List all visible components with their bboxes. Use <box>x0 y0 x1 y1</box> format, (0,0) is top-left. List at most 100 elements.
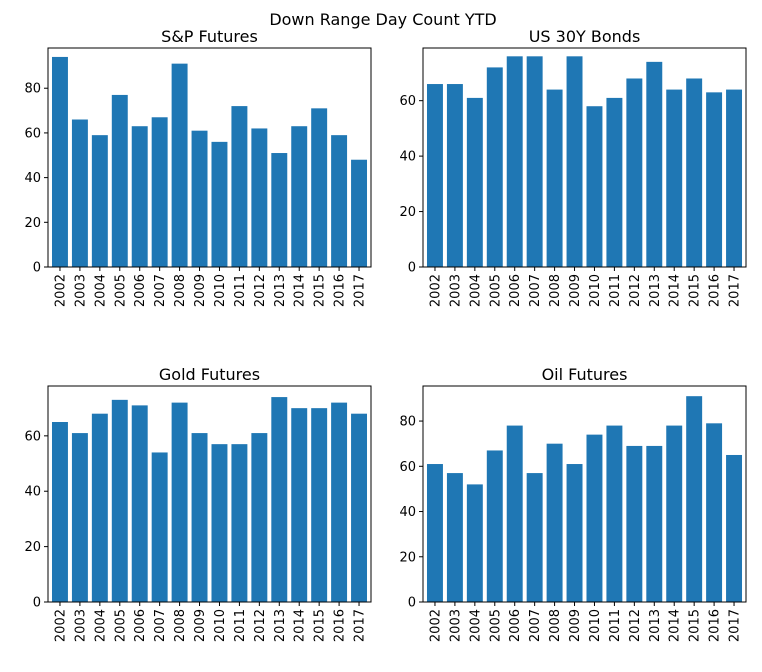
sp-futures-xtick-label: 2007 <box>153 274 168 307</box>
sp-futures-ytick-label: 40 <box>24 171 41 186</box>
gold-futures-bar-2016 <box>331 402 348 602</box>
us-30y-bonds-xtick-label: 2008 <box>548 274 563 307</box>
sp-futures-bar-2012 <box>251 128 268 267</box>
us-30y-bonds-chart: 0 20 40 60 2002 2003 2004 2005 2006 2007 2008 2009 2… <box>399 27 747 307</box>
gold-futures-xtick-label: 2005 <box>113 609 128 642</box>
gold-futures-chart: 0 20 40 60 2002 2003 2004 2005 2006 2007 2008 2009 2… <box>24 365 372 642</box>
sp-futures-xtick-label: 2012 <box>253 274 268 307</box>
us-30y-bonds-bar-2004 <box>466 97 483 268</box>
sp-futures-ytick-label: 60 <box>24 126 41 141</box>
us-30y-bonds-bar-2011 <box>606 97 623 268</box>
gold-futures-ytick-label: 0 <box>33 596 41 611</box>
gold-futures-bar-2014 <box>291 408 308 602</box>
gold-futures-ytick-label: 20 <box>24 540 41 555</box>
sp-futures-bar-2006 <box>131 126 148 268</box>
us-30y-bonds-xtick-label: 2010 <box>588 274 603 307</box>
sp-futures-bar-2009 <box>191 130 208 267</box>
oil-futures-xtick-label: 2012 <box>628 609 643 642</box>
sp-futures-ytick-label: 80 <box>24 82 41 97</box>
sp-futures-ytick-label: 20 <box>24 216 41 231</box>
us-30y-bonds-bar-2012 <box>626 78 643 268</box>
gold-futures-bar-2013 <box>271 397 288 602</box>
oil-futures-bar-2009 <box>566 464 583 602</box>
gold-futures-xtick-label: 2002 <box>53 609 68 642</box>
oil-futures-xtick-label: 2007 <box>528 609 543 642</box>
oil-futures-xtick-label: 2005 <box>488 609 503 642</box>
us-30y-bonds-xtick-label: 2015 <box>688 274 703 307</box>
oil-futures-xtick-label: 2011 <box>608 609 623 642</box>
oil-futures-ytick-label: 40 <box>399 505 416 520</box>
sp-futures-xtick-label: 2015 <box>313 274 328 307</box>
us-30y-bonds-xtick-label: 2017 <box>728 274 743 307</box>
sp-futures-bar-2005 <box>111 94 128 268</box>
sp-futures-bar-2016 <box>331 135 348 267</box>
us-30y-bonds-bar-2010 <box>586 106 603 267</box>
gold-futures-bar-2008 <box>171 402 188 602</box>
oil-futures-bar-2012 <box>626 445 643 602</box>
sp-futures-bar-2017 <box>351 159 368 267</box>
gold-futures-bar-2007 <box>151 452 168 602</box>
gold-futures-bar-2005 <box>111 399 128 602</box>
gold-futures-ytick-label: 60 <box>24 429 41 444</box>
oil-futures-xtick-label: 2003 <box>448 609 463 642</box>
oil-futures-ytick-label: 60 <box>399 460 416 475</box>
gold-futures-bar-2015 <box>311 408 328 602</box>
gold-futures-xtick-label: 2011 <box>233 609 248 642</box>
gold-futures-xtick-label: 2010 <box>213 609 228 642</box>
oil-futures-xtick-label: 2014 <box>668 609 683 642</box>
oil-futures-bar-2007 <box>526 473 543 602</box>
sp-futures-xtick-label: 2002 <box>53 274 68 307</box>
gold-futures-xtick-label: 2004 <box>93 609 108 642</box>
us-30y-bonds-ytick-label: 20 <box>399 205 416 220</box>
oil-futures-ytick-label: 80 <box>399 415 416 430</box>
gold-futures-bar-2006 <box>131 405 148 602</box>
sp-futures-xtick-label: 2009 <box>193 274 208 307</box>
us-30y-bonds-bar-2008 <box>546 89 563 267</box>
us-30y-bonds-axes-frame <box>422 47 747 268</box>
oil-futures-bar-2013 <box>646 445 663 602</box>
sp-futures-xtick-label: 2014 <box>293 274 308 307</box>
us-30y-bonds-bar-2016 <box>706 92 723 267</box>
sp-futures-xtick-label: 2017 <box>353 274 368 307</box>
us-30y-bonds-xtick-label: 2011 <box>608 274 623 307</box>
gold-futures-xtick-label: 2014 <box>293 609 308 642</box>
us-30y-bonds-xtick-label: 2004 <box>468 274 483 307</box>
gold-futures-title: Gold Futures <box>159 365 260 384</box>
sp-futures-bar-2010 <box>211 141 228 267</box>
oil-futures-ytick-label: 20 <box>399 550 416 565</box>
sp-futures-xtick-label: 2011 <box>233 274 248 307</box>
sp-futures-xtick-label: 2016 <box>333 274 348 307</box>
gold-futures-bar-2009 <box>191 433 208 602</box>
us-30y-bonds-bar-2015 <box>686 78 703 268</box>
oil-futures-bar-2002 <box>426 464 443 602</box>
figure-title: Down Range Day Count YTD <box>269 10 496 29</box>
gold-futures-xtick-label: 2012 <box>253 609 268 642</box>
sp-futures-axes-frame <box>47 47 372 268</box>
sp-futures-bar-2002 <box>51 56 68 267</box>
us-30y-bonds-ytick-label: 40 <box>399 150 416 165</box>
oil-futures-xtick-label: 2006 <box>508 609 523 642</box>
oil-futures-bar-2017 <box>726 454 743 602</box>
gold-futures-axes-frame <box>47 385 372 603</box>
sp-futures-xtick-label: 2003 <box>73 274 88 307</box>
oil-futures-bar-2015 <box>686 396 703 602</box>
sp-futures-bar-2003 <box>71 119 88 267</box>
oil-futures-bar-2008 <box>546 443 563 602</box>
gold-futures-xtick-label: 2013 <box>273 609 288 642</box>
oil-futures-xtick-label: 2013 <box>648 609 663 642</box>
us-30y-bonds-bar-2013 <box>646 61 663 267</box>
us-30y-bonds-bar-2005 <box>486 67 503 267</box>
sp-futures-xtick-label: 2010 <box>213 274 228 307</box>
us-30y-bonds-bar-2002 <box>426 84 443 267</box>
oil-futures-axes-frame <box>422 385 747 603</box>
gold-futures-xtick-label: 2015 <box>313 609 328 642</box>
sp-futures-ytick-label: 0 <box>33 261 41 276</box>
oil-futures-bar-2011 <box>606 425 623 602</box>
sp-futures-bar-2008 <box>171 63 188 267</box>
sp-futures-bar-2015 <box>311 108 328 267</box>
gold-futures-xtick-label: 2009 <box>193 609 208 642</box>
us-30y-bonds-xtick-label: 2005 <box>488 274 503 307</box>
oil-futures-xtick-label: 2010 <box>588 609 603 642</box>
us-30y-bonds-xtick-label: 2006 <box>508 274 523 307</box>
